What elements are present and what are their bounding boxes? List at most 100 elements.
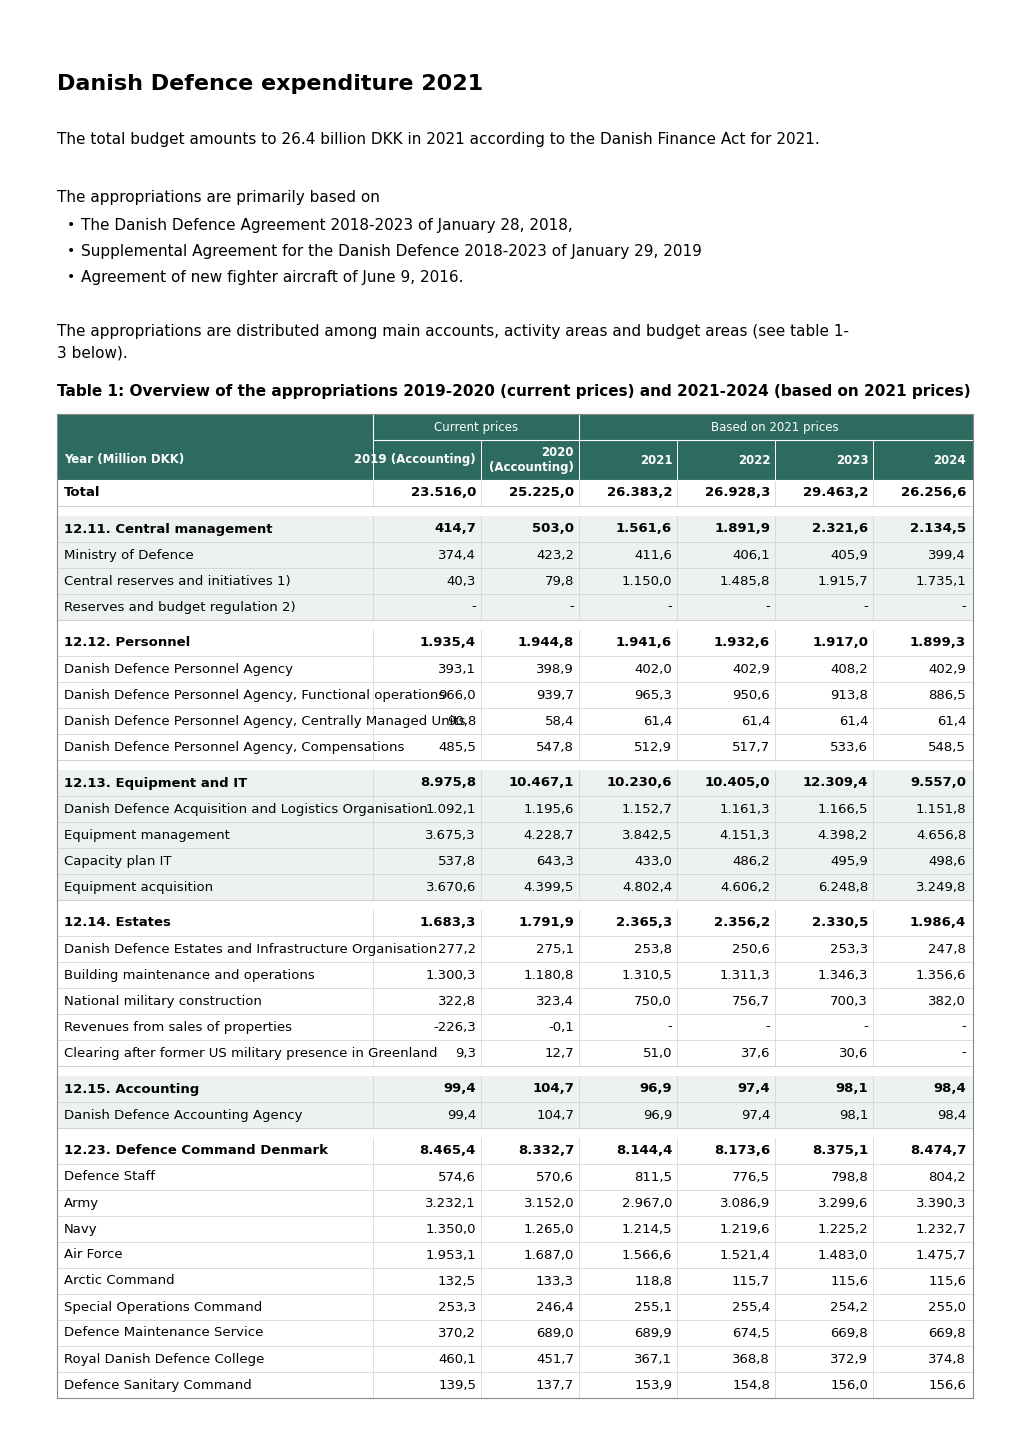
Text: Supplemental Agreement for the Danish Defence 2018-2023 of January 29, 2019: Supplemental Agreement for the Danish De… — [81, 244, 701, 260]
Text: 1.300,3: 1.300,3 — [425, 969, 476, 982]
Text: 2019 (Accounting): 2019 (Accounting) — [355, 453, 476, 467]
Text: -: - — [471, 600, 476, 613]
Text: 1.161,3: 1.161,3 — [718, 803, 769, 816]
Text: Air Force: Air Force — [64, 1249, 122, 1262]
Text: -0,1: -0,1 — [548, 1021, 574, 1034]
Text: 1.944,8: 1.944,8 — [518, 636, 574, 649]
Text: 10.405,0: 10.405,0 — [704, 776, 769, 790]
Text: Based on 2021 prices: Based on 2021 prices — [710, 421, 839, 434]
Text: 669,8: 669,8 — [829, 1327, 867, 1340]
Text: 23.516,0: 23.516,0 — [411, 486, 476, 499]
Bar — [57, 1345, 972, 1371]
Text: 2.365,3: 2.365,3 — [615, 917, 672, 930]
Text: 674,5: 674,5 — [732, 1327, 769, 1340]
Text: 8.375,1: 8.375,1 — [811, 1145, 867, 1158]
Text: 965,3: 965,3 — [634, 688, 672, 701]
Text: 9,3: 9,3 — [454, 1047, 476, 1060]
Text: 1.935,4: 1.935,4 — [420, 636, 476, 649]
Text: 253,3: 253,3 — [437, 1301, 476, 1314]
Text: 2024: 2024 — [932, 453, 965, 467]
Text: 99,4: 99,4 — [446, 1109, 476, 1122]
Bar — [57, 1014, 972, 1040]
Text: Army: Army — [64, 1197, 99, 1210]
Text: •: • — [67, 218, 75, 232]
Text: 2.356,2: 2.356,2 — [713, 917, 769, 930]
Text: 669,8: 669,8 — [927, 1327, 965, 1340]
Text: 10.230,6: 10.230,6 — [606, 776, 672, 790]
Text: 1.225,2: 1.225,2 — [816, 1223, 867, 1236]
Text: 367,1: 367,1 — [634, 1353, 672, 1366]
Text: 548,5: 548,5 — [927, 741, 965, 754]
Text: 90,8: 90,8 — [446, 714, 476, 728]
Bar — [57, 682, 972, 708]
Text: Danish Defence Personnel Agency, Centrally Managed Units: Danish Defence Personnel Agency, Central… — [64, 714, 465, 728]
Bar — [57, 708, 972, 734]
Text: 99,4: 99,4 — [443, 1083, 476, 1096]
Bar — [57, 656, 972, 682]
Text: 12.15. Accounting: 12.15. Accounting — [64, 1083, 199, 1096]
Text: 8.465,4: 8.465,4 — [420, 1145, 476, 1158]
Text: 61,4: 61,4 — [838, 714, 867, 728]
Text: 1.941,6: 1.941,6 — [615, 636, 672, 649]
Text: 1.687,0: 1.687,0 — [523, 1249, 574, 1262]
Text: 374,8: 374,8 — [927, 1353, 965, 1366]
Text: 950,6: 950,6 — [732, 688, 769, 701]
Text: 756,7: 756,7 — [732, 995, 769, 1008]
Text: 29.463,2: 29.463,2 — [802, 486, 867, 499]
Text: 104,7: 104,7 — [532, 1083, 574, 1096]
Text: 61,4: 61,4 — [935, 714, 965, 728]
Text: 253,3: 253,3 — [829, 943, 867, 956]
Bar — [57, 542, 972, 568]
Text: 2.134,5: 2.134,5 — [909, 522, 965, 535]
Bar — [57, 1138, 972, 1164]
Bar — [57, 988, 972, 1014]
Text: •: • — [67, 270, 75, 284]
Text: Equipment management: Equipment management — [64, 829, 229, 842]
Text: 485,5: 485,5 — [438, 741, 476, 754]
Text: 1.214,5: 1.214,5 — [621, 1223, 672, 1236]
Text: Total: Total — [64, 486, 101, 499]
Text: 451,7: 451,7 — [536, 1353, 574, 1366]
Text: 275,1: 275,1 — [535, 943, 574, 956]
Text: 643,3: 643,3 — [536, 855, 574, 868]
Bar — [57, 770, 972, 796]
Bar — [57, 630, 972, 656]
Text: Capacity plan IT: Capacity plan IT — [64, 855, 171, 868]
Bar — [57, 516, 972, 542]
Text: 414,7: 414,7 — [434, 522, 476, 535]
Text: 372,9: 372,9 — [829, 1353, 867, 1366]
Text: -: - — [764, 1021, 769, 1034]
Text: 1.561,6: 1.561,6 — [615, 522, 672, 535]
Text: 98,1: 98,1 — [835, 1083, 867, 1096]
Bar — [57, 620, 972, 630]
Text: Defence Maintenance Service: Defence Maintenance Service — [64, 1327, 263, 1340]
Text: 97,4: 97,4 — [737, 1083, 769, 1096]
Text: 405,9: 405,9 — [829, 548, 867, 561]
Bar — [57, 848, 972, 874]
Text: 98,4: 98,4 — [936, 1109, 965, 1122]
Text: 3.842,5: 3.842,5 — [621, 829, 672, 842]
Text: 433,0: 433,0 — [634, 855, 672, 868]
Text: Special Operations Command: Special Operations Command — [64, 1301, 262, 1314]
Text: 4.656,8: 4.656,8 — [915, 829, 965, 842]
Text: 4.802,4: 4.802,4 — [622, 881, 672, 894]
Text: 1.932,6: 1.932,6 — [713, 636, 769, 649]
Text: 811,5: 811,5 — [634, 1171, 672, 1184]
Text: 1.791,9: 1.791,9 — [518, 917, 574, 930]
Bar — [57, 760, 972, 770]
Text: Year (Million DKK): Year (Million DKK) — [64, 453, 184, 467]
Text: 1.180,8: 1.180,8 — [523, 969, 574, 982]
Bar — [57, 594, 972, 620]
Text: 61,4: 61,4 — [740, 714, 769, 728]
Text: 4.228,7: 4.228,7 — [523, 829, 574, 842]
Bar — [57, 414, 972, 480]
Text: National military construction: National military construction — [64, 995, 262, 1008]
Bar — [57, 480, 972, 506]
Text: 460,1: 460,1 — [438, 1353, 476, 1366]
Text: 1.953,1: 1.953,1 — [425, 1249, 476, 1262]
Text: 1.475,7: 1.475,7 — [915, 1249, 965, 1262]
Bar — [57, 1319, 972, 1345]
Text: Danish Defence Acquisition and Logistics Organisation: Danish Defence Acquisition and Logistics… — [64, 803, 427, 816]
Text: 1.566,6: 1.566,6 — [622, 1249, 672, 1262]
Text: -: - — [764, 600, 769, 613]
